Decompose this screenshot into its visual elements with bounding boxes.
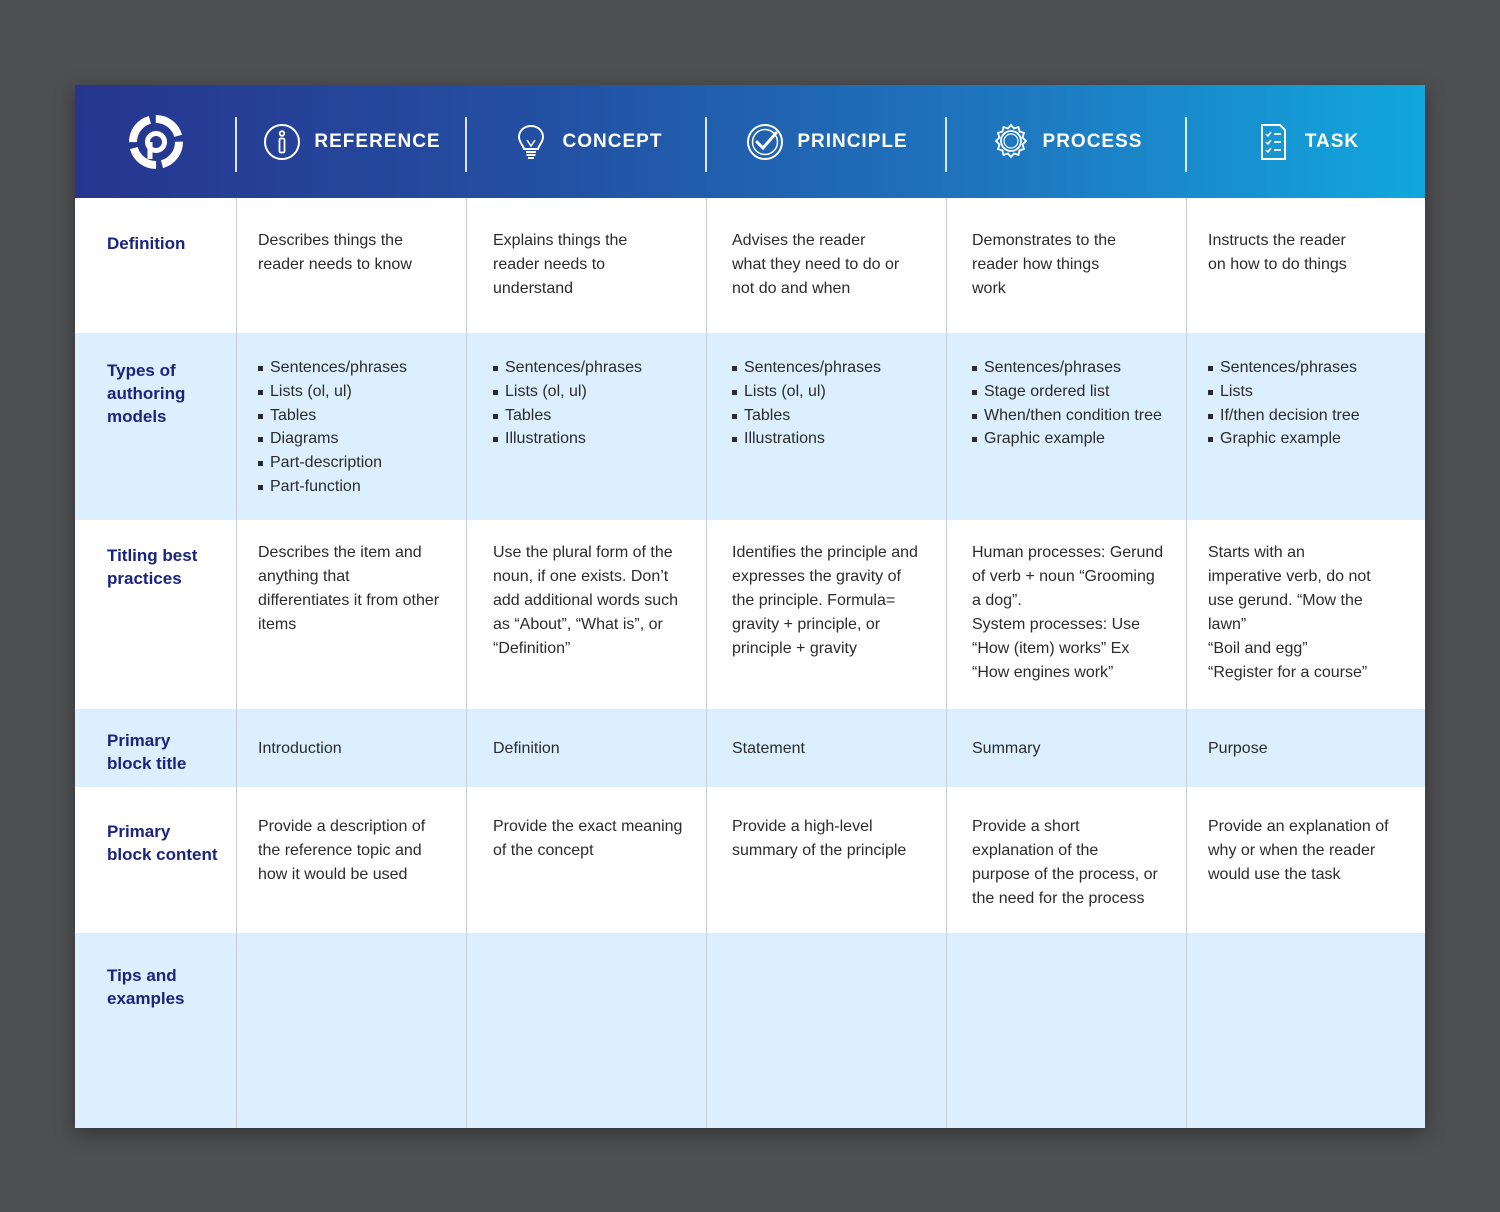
- row-label-definition: Definition: [107, 234, 186, 253]
- row-label-authoring-models: Types of authoring models: [107, 361, 186, 426]
- target-logo-icon: [128, 114, 183, 169]
- definition-concept: Explains things the reader needs to unde…: [493, 232, 628, 297]
- block-content-process: Provide a short explanation of the purpo…: [972, 818, 1158, 907]
- titling-process: Human processes: Gerund of verb + noun “…: [972, 544, 1164, 681]
- titling-reference: Describes the item and anything that dif…: [258, 544, 440, 633]
- list-item: When/then condition tree: [972, 404, 1182, 428]
- row-tips: [75, 933, 1425, 1128]
- header-separator: [945, 117, 947, 172]
- list-item: Stage ordered list: [972, 380, 1182, 404]
- header-task: TASK: [1187, 85, 1425, 198]
- block-title-concept: Definition: [493, 740, 560, 757]
- header-process: PROCESS: [947, 85, 1186, 198]
- header-principle: PRINCIPLE: [707, 85, 946, 198]
- list-item: Sentences/phrases: [1208, 356, 1413, 380]
- list-item: Lists (ol, ul): [493, 380, 698, 404]
- header-separator: [465, 117, 467, 172]
- definition-reference: Describes things the reader needs to kno…: [258, 232, 412, 273]
- titling-principle: Identifies the principle and expresses t…: [732, 544, 918, 657]
- authoring-list-concept: Sentences/phrases Lists (ol, ul) Tables …: [493, 356, 698, 451]
- header-label: CONCEPT: [562, 130, 663, 152]
- header-concept: CONCEPT: [467, 85, 706, 198]
- list-item: Lists: [1208, 380, 1413, 404]
- list-item: Illustrations: [493, 427, 698, 451]
- row-label-tips: Tips and examples: [107, 966, 185, 1008]
- authoring-list-task: Sentences/phrases Lists If/then decision…: [1208, 356, 1413, 451]
- list-item: Sentences/phrases: [732, 356, 937, 380]
- list-item: Part-description: [258, 451, 458, 475]
- row-titling: [75, 520, 1425, 709]
- row-label-titling: Titling best practices: [107, 546, 198, 588]
- lightbulb-icon: [517, 124, 544, 159]
- header-separator: [1185, 117, 1187, 172]
- row-block-content: [75, 787, 1425, 933]
- column-divider: [466, 198, 467, 1128]
- header-separator: [705, 117, 707, 172]
- list-item: Diagrams: [258, 427, 458, 451]
- column-divider: [706, 198, 707, 1128]
- block-content-principle: Provide a high-level summary of the prin…: [732, 818, 907, 859]
- column-divider: [1186, 198, 1187, 1128]
- definition-principle: Advises the reader what they need to do …: [732, 232, 900, 297]
- block-title-process: Summary: [972, 740, 1041, 757]
- table-header: REFERENCE CONCEPT PRINCIPLE P: [75, 85, 1425, 198]
- list-item: Graphic example: [1208, 427, 1413, 451]
- titling-concept: Use the plural form of the noun, if one …: [493, 544, 679, 657]
- list-item: Tables: [258, 404, 458, 428]
- authoring-list-process: Sentences/phrases Stage ordered list Whe…: [972, 356, 1182, 451]
- list-item: Graphic example: [972, 427, 1182, 451]
- topic-types-table: REFERENCE CONCEPT PRINCIPLE P: [75, 85, 1425, 1128]
- list-item: Sentences/phrases: [258, 356, 458, 380]
- list-item: Lists (ol, ul): [732, 380, 937, 404]
- definition-process: Demonstrates to the reader how things wo…: [972, 232, 1117, 297]
- block-content-concept: Provide the exact meaning of the concept: [493, 818, 683, 859]
- block-content-task: Provide an explanation of why or when th…: [1208, 818, 1389, 883]
- authoring-list-principle: Sentences/phrases Lists (ol, ul) Tables …: [732, 356, 937, 451]
- authoring-list-reference: Sentences/phrases Lists (ol, ul) Tables …: [258, 356, 458, 499]
- list-item: Illustrations: [732, 427, 937, 451]
- list-item: Tables: [493, 404, 698, 428]
- block-content-reference: Provide a description of the reference t…: [258, 818, 426, 883]
- column-divider: [236, 198, 237, 1128]
- row-definition: [75, 198, 1425, 333]
- list-item: Sentences/phrases: [972, 356, 1182, 380]
- titling-task: Starts with an imperative verb, do not u…: [1208, 544, 1371, 681]
- row-authoring-models: [75, 333, 1425, 520]
- info-icon: [264, 123, 301, 160]
- header-separator: [235, 117, 237, 172]
- row-label-block-content: Primary block content: [107, 822, 218, 864]
- header-label: PROCESS: [1042, 130, 1143, 152]
- list-item: Sentences/phrases: [493, 356, 698, 380]
- column-divider: [946, 198, 947, 1128]
- row-block-title: [75, 709, 1425, 787]
- list-item: If/then decision tree: [1208, 404, 1413, 428]
- block-title-principle: Statement: [732, 740, 805, 757]
- list-item: Tables: [732, 404, 937, 428]
- row-label-block-title: Primary block title: [107, 731, 187, 773]
- list-item: Part-function: [258, 475, 458, 499]
- checklist-icon: [1260, 123, 1286, 160]
- header-label: TASK: [1304, 130, 1360, 152]
- header-label: PRINCIPLE: [797, 130, 908, 152]
- checkmark-circle-icon: [747, 123, 784, 160]
- block-title-task: Purpose: [1208, 740, 1268, 757]
- block-title-reference: Introduction: [258, 740, 342, 757]
- logo-cell: [75, 85, 236, 198]
- list-item: Lists (ol, ul): [258, 380, 458, 404]
- header-reference: REFERENCE: [237, 85, 466, 198]
- header-label: REFERENCE: [314, 130, 441, 152]
- definition-task: Instructs the reader on how to do things: [1208, 232, 1347, 273]
- gear-icon: [994, 123, 1027, 158]
